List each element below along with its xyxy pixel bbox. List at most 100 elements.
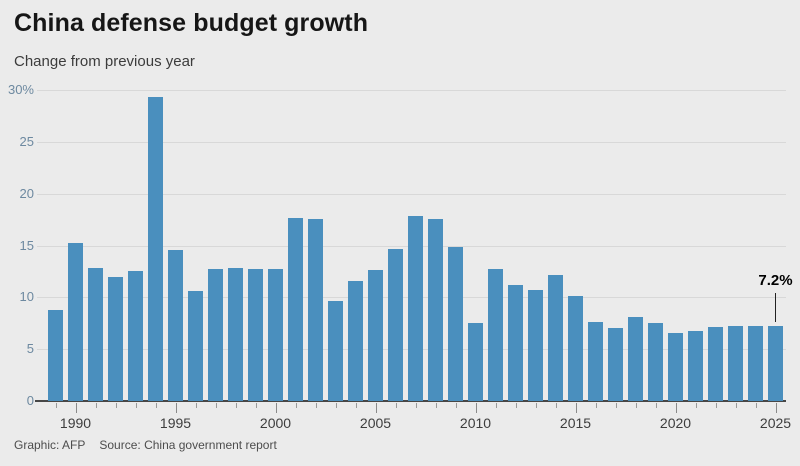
x-axis-tick xyxy=(235,403,237,408)
y-axis-tick-label: 5 xyxy=(26,341,34,357)
x-axis-tick-label: 1995 xyxy=(159,415,192,431)
bar-2009 xyxy=(448,246,463,401)
chart-subtitle: Change from previous year xyxy=(14,53,195,70)
bar-1991 xyxy=(88,268,103,401)
x-axis-tick-label: 2005 xyxy=(359,415,392,431)
x-axis-tick xyxy=(555,403,557,408)
bar-2022 xyxy=(708,327,723,401)
x-axis-tick xyxy=(435,403,437,408)
bar-2006 xyxy=(388,248,403,401)
x-axis-tick xyxy=(55,403,57,408)
graphic-credit: Graphic: AFP xyxy=(14,438,86,452)
y-axis-tick-label: 0 xyxy=(26,393,34,408)
bar-1992 xyxy=(108,276,123,401)
x-axis-tick-label: 2000 xyxy=(259,415,292,431)
bar-1994 xyxy=(148,97,163,401)
bar-2018 xyxy=(628,317,643,401)
x-axis-tick xyxy=(675,403,677,413)
bar-2010 xyxy=(468,323,483,401)
x-axis-tick-label: 2020 xyxy=(659,415,692,431)
x-axis-tick xyxy=(415,403,417,408)
x-axis-tick xyxy=(475,403,477,413)
bar-1989 xyxy=(48,309,63,401)
y-gridline xyxy=(37,193,786,195)
x-axis-tick xyxy=(455,403,457,408)
bar-2005 xyxy=(368,270,383,401)
bar-2014 xyxy=(548,274,563,401)
x-axis-tick-label: 2015 xyxy=(559,415,592,431)
x-axis-tick xyxy=(775,403,777,413)
bar-1999 xyxy=(248,269,263,401)
x-axis-tick xyxy=(315,403,317,408)
y-axis-tick-label: 15 xyxy=(19,237,34,253)
x-axis-tick xyxy=(535,403,537,408)
bar-2019 xyxy=(648,323,663,401)
x-axis-tick xyxy=(255,403,257,408)
x-axis-baseline xyxy=(35,400,786,402)
annotation-label: 7.2% xyxy=(758,272,793,290)
x-axis-tick xyxy=(175,403,177,413)
bar-2001 xyxy=(288,217,303,401)
x-axis-tick xyxy=(375,403,377,413)
bar-1995 xyxy=(168,249,183,401)
bar-2015 xyxy=(568,296,583,401)
bar-2021 xyxy=(688,330,703,401)
footer: Graphic: AFP Source: China government re… xyxy=(14,438,277,452)
y-axis-tick-label: 20 xyxy=(19,185,34,201)
x-axis-tick xyxy=(355,403,357,408)
x-axis-tick xyxy=(295,403,297,408)
x-axis-tick xyxy=(595,403,597,408)
x-axis-tick xyxy=(395,403,397,408)
y-gridline xyxy=(37,90,786,91)
x-axis-tick xyxy=(755,403,757,408)
bar-2000 xyxy=(268,269,283,401)
bar-2023 xyxy=(728,326,743,401)
bar-1997 xyxy=(208,269,223,401)
bar-2020 xyxy=(668,332,683,401)
bar-2024 xyxy=(748,326,763,401)
bar-1993 xyxy=(128,271,143,401)
bar-2002 xyxy=(308,218,323,401)
x-axis-tick xyxy=(635,403,637,408)
y-axis-tick-label: 10 xyxy=(19,289,34,305)
x-axis-tick xyxy=(695,403,697,408)
latest-value-annotation: 7.2% xyxy=(744,272,800,323)
bar-2025 xyxy=(768,326,783,401)
x-axis-tick xyxy=(155,403,157,408)
x-axis-tick xyxy=(735,403,737,408)
x-axis-tick xyxy=(515,403,517,408)
x-axis-tick-label: 2010 xyxy=(459,415,492,431)
x-axis-tick xyxy=(575,403,577,413)
x-axis-tick xyxy=(615,403,617,408)
x-axis-tick xyxy=(135,403,137,408)
bar-2013 xyxy=(528,290,543,401)
x-axis-tick xyxy=(195,403,197,408)
x-axis-tick xyxy=(95,403,97,408)
bar-2012 xyxy=(508,284,523,401)
x-axis-tick xyxy=(655,403,657,408)
bar-2011 xyxy=(488,269,503,401)
x-axis-tick xyxy=(75,403,77,413)
x-axis-tick xyxy=(115,403,117,408)
bar-2016 xyxy=(588,322,603,401)
y-axis-tick-label: 30% xyxy=(7,82,34,97)
x-axis-tick xyxy=(495,403,497,408)
x-axis-tick-label: 2025 xyxy=(759,415,792,431)
x-axis-tick xyxy=(275,403,277,413)
x-axis-tick xyxy=(215,403,217,408)
x-axis-tick xyxy=(715,403,717,408)
chart-title: China defense budget growth xyxy=(14,9,369,37)
bar-2007 xyxy=(408,216,423,401)
bar-1998 xyxy=(228,268,243,401)
source-credit: Source: China government report xyxy=(99,438,277,452)
bar-1990 xyxy=(68,243,83,401)
bar-1996 xyxy=(188,291,203,401)
x-axis-tick xyxy=(335,403,337,408)
bar-2017 xyxy=(608,328,623,401)
y-gridline xyxy=(37,141,786,143)
bar-2004 xyxy=(348,280,363,401)
bar-2003 xyxy=(328,301,343,401)
annotation-pointer-line xyxy=(774,293,777,323)
